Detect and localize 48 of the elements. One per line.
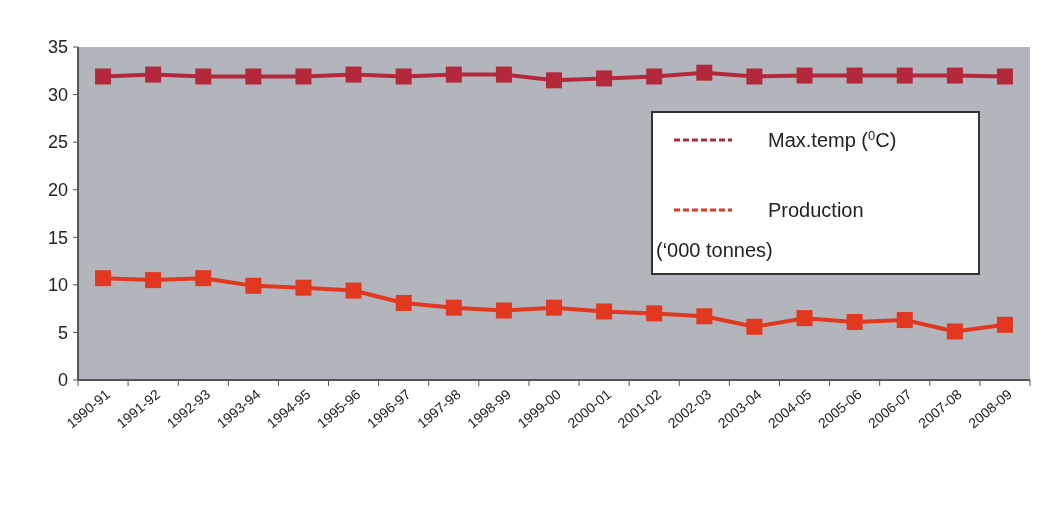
point — [195, 270, 212, 287]
point — [696, 64, 713, 81]
point — [95, 270, 112, 287]
point — [846, 313, 863, 330]
y-tick-label: 25 — [47, 132, 68, 153]
point — [245, 68, 262, 85]
y-tick-label: 30 — [47, 84, 68, 105]
point — [996, 68, 1013, 85]
point — [546, 72, 562, 89]
point — [345, 66, 362, 83]
y-tick-label: 15 — [47, 227, 68, 248]
point — [495, 66, 512, 83]
y-tick-label: 0 — [57, 370, 68, 391]
point — [395, 68, 412, 85]
point — [846, 67, 863, 84]
point — [245, 277, 262, 294]
point — [95, 68, 112, 85]
point — [145, 66, 162, 83]
y-tick-label: 10 — [47, 275, 68, 296]
point — [445, 66, 462, 83]
point — [395, 294, 412, 311]
point — [796, 67, 813, 84]
point — [345, 282, 362, 299]
y-tick-label: 5 — [57, 322, 68, 343]
point — [946, 323, 963, 340]
point — [295, 279, 312, 296]
y-tick-label: 20 — [47, 180, 68, 201]
legend-label: Production (‘000 tonnes) — [656, 199, 864, 261]
legend-label: Max.temp ($^{0}$C) — [768, 127, 897, 151]
point — [746, 68, 763, 85]
point — [596, 70, 613, 87]
point — [445, 299, 462, 316]
point — [696, 308, 713, 325]
point — [295, 68, 312, 85]
point — [546, 299, 562, 316]
point — [145, 272, 162, 289]
point — [896, 67, 913, 84]
point — [896, 312, 913, 329]
point — [746, 318, 763, 335]
point — [646, 305, 663, 322]
point — [596, 303, 613, 320]
point — [796, 310, 813, 327]
point — [946, 67, 963, 84]
point — [495, 302, 512, 319]
point — [195, 68, 212, 85]
point — [646, 68, 663, 85]
y-tick-label: 35 — [47, 37, 68, 58]
point — [996, 316, 1013, 333]
